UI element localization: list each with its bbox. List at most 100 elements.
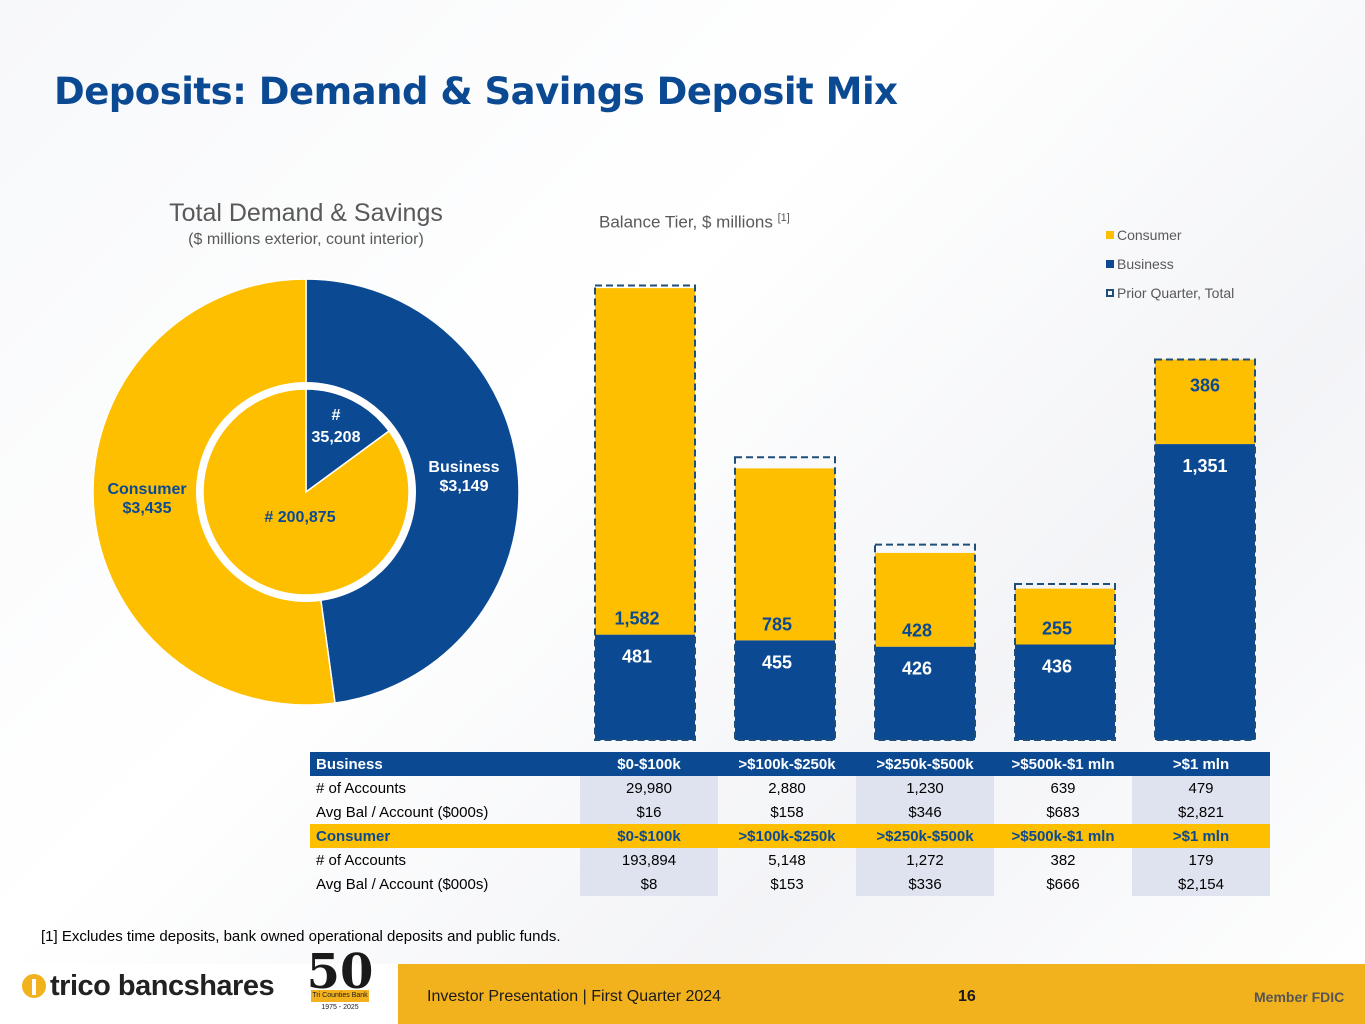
table-header-cell: >$250k-$500k	[856, 752, 994, 776]
bar-business-3	[1015, 644, 1115, 740]
table-header-consumer: Consumer $0-$100k >$100k-$250k >$250k-$5…	[310, 824, 1270, 848]
table-cell: # of Accounts	[316, 851, 407, 869]
table-cell: Avg Bal / Account ($000s)	[316, 875, 489, 893]
table-header-cell: >$500k-$1 mln	[994, 752, 1132, 776]
table-cell: $153	[770, 875, 804, 893]
bar-business-label-1: 455	[762, 652, 792, 672]
table-cell: $2,154	[1132, 872, 1270, 896]
legend-item-business: Business	[1106, 256, 1234, 285]
badge-years: 1975 - 2025	[321, 1004, 359, 1011]
table-cell: $2,821	[1132, 800, 1270, 824]
anniversary-badge: 50 Tri Counties Bank 1975 - 2025	[305, 944, 375, 1020]
table-header-cell: >$1 mln	[1132, 824, 1270, 848]
table-row: Avg Bal / Account ($000s) $16 $158 $346 …	[310, 800, 1270, 824]
outer-label-consumer-name: Consumer	[107, 481, 186, 498]
bar-consumer-2	[875, 552, 975, 647]
outer-label-consumer-value: $3,435	[123, 500, 172, 517]
table-header-cell: >$100k-$250k	[718, 824, 856, 848]
table-cell: 5,148	[768, 851, 806, 869]
table-header-cell: >$250k-$500k	[856, 824, 994, 848]
bar-business-0	[595, 634, 695, 740]
legend-label-business: Business	[1117, 256, 1174, 272]
footer-band	[398, 964, 1365, 1024]
table-header-cell: >$500k-$1 mln	[994, 824, 1132, 848]
table-cell: 29,980	[580, 776, 718, 800]
table-header-cell: $0-$100k	[580, 824, 718, 848]
bar-business-1	[735, 640, 835, 740]
table-row: Avg Bal / Account ($000s) $8 $153 $336 $…	[310, 872, 1270, 896]
bar-consumer-label-2: 428	[902, 621, 932, 641]
bar-legend: Consumer Business Prior Quarter, Total	[1106, 227, 1234, 314]
bar-prior-quarter-outline-2	[874, 543, 976, 741]
page-number: 16	[958, 988, 976, 1005]
legend-swatch-business	[1106, 260, 1114, 268]
badge-ribbon: Tri Counties Bank	[311, 990, 369, 1002]
member-fdic-label: Member FDIC	[1254, 989, 1345, 1005]
table-header-cell: >$1 mln	[1132, 752, 1270, 776]
bar-business-label-3: 436	[1042, 656, 1072, 676]
table-header-cell: Business	[310, 752, 580, 776]
company-logo: trico bancshares	[22, 970, 275, 1003]
bar-prior-quarter-outline-3	[1014, 583, 1116, 741]
bar-business-label-4: 1,351	[1182, 456, 1227, 476]
inner-label-business-count: 35,208	[312, 429, 361, 446]
legend-swatch-consumer	[1106, 231, 1114, 239]
table-row: # of Accounts 29,980 2,880 1,230 639 479	[310, 776, 1270, 800]
bar-consumer-4	[1155, 359, 1255, 445]
table-cell: $336	[856, 872, 994, 896]
bar-consumer-label-1: 785	[762, 614, 792, 634]
table-cell: $158	[770, 803, 804, 821]
table-cell: 479	[1132, 776, 1270, 800]
table-cell: 2,880	[768, 779, 806, 797]
table-header-business: Business $0-$100k >$100k-$250k >$250k-$5…	[310, 752, 1270, 776]
inner-label-consumer-count: # 200,875	[264, 509, 335, 526]
legend-label-prior-quarter: Prior Quarter, Total	[1117, 285, 1235, 301]
table-cell: $16	[580, 800, 718, 824]
bar-business-4	[1155, 444, 1255, 740]
legend-swatch-prior-quarter	[1106, 289, 1114, 297]
table-cell: 639	[1050, 779, 1076, 797]
table-cell: $666	[1046, 875, 1080, 893]
table-cell: 1,272	[856, 848, 994, 872]
table-cell: 382	[1050, 851, 1076, 869]
table-cell: $8	[580, 872, 718, 896]
table-cell: $346	[856, 800, 994, 824]
table-cell: Avg Bal / Account ($000s)	[316, 803, 489, 821]
legend-label-consumer: Consumer	[1117, 227, 1182, 243]
bar-consumer-3	[1015, 588, 1115, 645]
table-cell: 193,894	[580, 848, 718, 872]
table-cell: 1,230	[856, 776, 994, 800]
bar-chart-title-text: Balance Tier, $ millions	[599, 212, 773, 232]
inner-pie-slice-consumer	[202, 388, 410, 596]
bar-consumer-label-3: 255	[1042, 618, 1072, 638]
table-cell: 179	[1132, 848, 1270, 872]
donut-title: Total Demand & Savings	[169, 199, 443, 227]
bar-business-label-0: 481	[622, 647, 652, 667]
presentation-label: Investor Presentation | First Quarter 20…	[427, 988, 722, 1005]
table-row: # of Accounts 193,894 5,148 1,272 382 17…	[310, 848, 1270, 872]
bar-chart-title-footnote-ref: [1]	[777, 212, 790, 224]
bar-business-label-2: 426	[902, 659, 932, 679]
logo-text: trico bancshares	[50, 970, 275, 1002]
footnote: [1] Excludes time deposits, bank owned o…	[41, 928, 561, 945]
bar-consumer-label-0: 1,582	[614, 609, 659, 629]
bar-prior-quarter-outline-0	[594, 284, 696, 741]
bar-business-2	[875, 646, 975, 740]
bar-consumer-label-4: 386	[1190, 376, 1220, 396]
page-title: Deposits: Demand & Savings Deposit Mix	[54, 70, 898, 113]
table-header-cell: >$100k-$250k	[718, 752, 856, 776]
inner-pie-slice-business	[305, 388, 391, 494]
bar-chart-title: Balance Tier, $ millions [1]	[599, 212, 790, 233]
bar-consumer-0	[595, 288, 695, 635]
table-header-cell: $0-$100k	[580, 752, 718, 776]
table-header-cell: Consumer	[310, 824, 580, 848]
bar-prior-quarter-outline-4	[1154, 358, 1256, 741]
outer-label-business-name: Business	[428, 459, 499, 476]
bar-prior-quarter-outline-1	[734, 456, 836, 741]
outer-label-business-value: $3,149	[440, 478, 489, 495]
footer: trico bancshares 50 Tri Counties Bank 19…	[0, 944, 1365, 1024]
table-cell: $683	[1046, 803, 1080, 821]
bar-consumer-1	[735, 468, 835, 641]
legend-item-prior-quarter: Prior Quarter, Total	[1106, 285, 1234, 314]
